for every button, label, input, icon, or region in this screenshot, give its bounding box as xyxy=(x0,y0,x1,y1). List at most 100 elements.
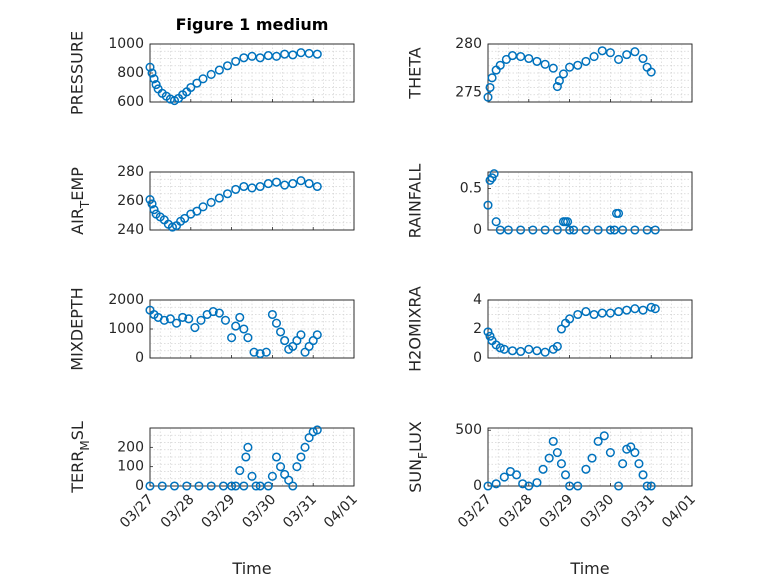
data-point xyxy=(312,181,322,192)
data-point xyxy=(180,213,190,223)
data-point xyxy=(614,208,624,218)
data-point xyxy=(605,447,615,458)
data-point xyxy=(300,442,310,452)
data-point xyxy=(206,197,216,207)
x-tick-label: 04/01 xyxy=(659,492,699,532)
data-point xyxy=(593,436,603,446)
data-point xyxy=(288,481,298,491)
data-point xyxy=(288,50,298,60)
y-tick-label: 1000 xyxy=(108,36,144,52)
plot-frame xyxy=(487,427,693,487)
data-point xyxy=(192,206,202,216)
data-point xyxy=(634,459,644,469)
x-tick-label: 03/29 xyxy=(537,492,577,532)
data-point xyxy=(538,464,548,474)
data-point xyxy=(312,425,322,435)
plot-frame xyxy=(487,43,693,103)
data-point xyxy=(622,50,632,60)
data-point xyxy=(280,180,290,190)
y-axis-label: PRESSURE xyxy=(68,31,87,115)
x-axis-label: Time xyxy=(569,559,609,578)
data-point xyxy=(231,56,241,66)
data-point xyxy=(532,346,542,356)
data-point xyxy=(650,225,660,235)
y-tick-label: 600 xyxy=(117,94,144,110)
y-tick-label: 280 xyxy=(455,36,482,52)
data-point xyxy=(638,470,648,480)
data-point xyxy=(499,472,509,482)
data-point xyxy=(312,49,322,59)
data-point xyxy=(271,318,282,328)
x-tick-label: 03/30 xyxy=(239,492,279,532)
data-point xyxy=(495,343,505,353)
data-point xyxy=(524,481,534,491)
y-tick-label: 0 xyxy=(473,222,482,238)
data-point xyxy=(528,225,538,235)
data-point xyxy=(247,51,257,61)
x-tick-label: 03/27 xyxy=(117,492,157,532)
data-point xyxy=(499,344,509,354)
data-point xyxy=(251,481,261,491)
y-tick-label: 280 xyxy=(117,164,144,180)
data-point xyxy=(220,315,231,325)
data-point xyxy=(192,78,202,88)
data-point xyxy=(239,324,249,334)
data-point xyxy=(304,179,314,189)
data-point xyxy=(614,307,624,317)
data-point xyxy=(485,175,495,185)
y-tick-label: 4 xyxy=(473,292,482,308)
data-point xyxy=(552,81,562,92)
data-point xyxy=(614,54,624,65)
data-point xyxy=(544,453,554,463)
data-point xyxy=(552,341,562,351)
data-point xyxy=(292,462,302,472)
data-point xyxy=(169,481,180,491)
data-point xyxy=(222,61,233,71)
data-point xyxy=(147,68,157,78)
data-point xyxy=(167,222,177,232)
data-point xyxy=(194,481,204,491)
data-point xyxy=(235,465,245,476)
data-point xyxy=(642,481,652,491)
data-point xyxy=(532,56,542,66)
data-point xyxy=(159,315,169,325)
data-point xyxy=(255,53,265,63)
data-point xyxy=(589,309,599,320)
x-tick-label: 04/01 xyxy=(321,492,361,532)
data-point xyxy=(638,305,648,315)
data-point xyxy=(646,67,656,77)
data-point xyxy=(483,200,493,210)
data-point xyxy=(198,202,208,212)
data-point xyxy=(618,459,628,469)
data-point xyxy=(296,176,306,186)
data-point xyxy=(487,73,497,83)
data-point xyxy=(540,59,550,69)
data-point xyxy=(489,169,499,179)
data-point xyxy=(157,481,167,491)
data-point xyxy=(503,225,513,235)
data-point xyxy=(552,225,562,235)
data-point xyxy=(280,336,290,346)
data-point xyxy=(516,346,526,357)
data-point xyxy=(556,459,566,469)
data-point xyxy=(184,314,194,324)
data-point xyxy=(243,333,253,343)
data-point xyxy=(296,452,306,462)
data-point xyxy=(485,331,495,341)
y-tick-label: 800 xyxy=(117,65,144,81)
data-point xyxy=(149,74,159,84)
data-point xyxy=(483,92,493,102)
data-point xyxy=(186,82,196,93)
data-point xyxy=(222,189,233,199)
data-point xyxy=(206,69,216,79)
y-tick-label: 100 xyxy=(117,459,144,475)
y-axis-label: MIXDEPTH xyxy=(68,287,87,370)
data-point xyxy=(239,181,249,192)
data-point xyxy=(206,481,216,491)
data-point xyxy=(165,314,175,324)
data-point xyxy=(599,431,609,441)
data-point xyxy=(288,179,298,189)
data-point xyxy=(491,479,501,489)
data-point xyxy=(630,304,640,314)
data-point xyxy=(483,327,493,337)
